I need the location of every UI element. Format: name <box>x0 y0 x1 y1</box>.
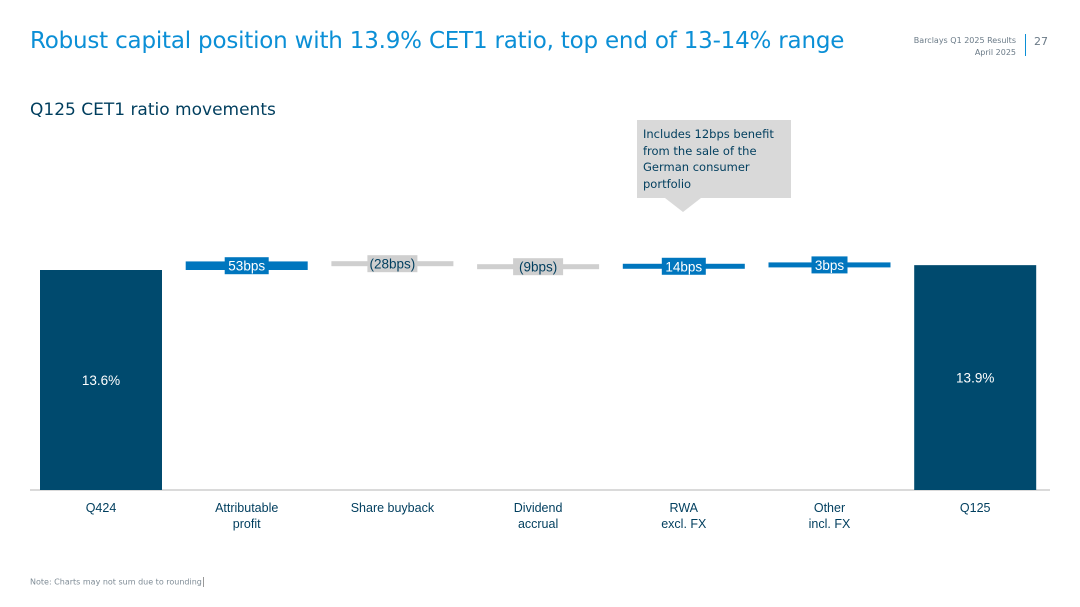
category-label-2: Share buyback <box>351 501 435 515</box>
data-label-6: 13.9% <box>956 371 994 386</box>
data-label-5: 3bps <box>815 258 845 273</box>
bar-label-box-2 <box>367 255 418 273</box>
category-label-1-1: profit <box>233 517 261 531</box>
bar-0 <box>40 270 162 490</box>
page-number: 27 <box>1034 35 1048 48</box>
footnote-divider <box>202 577 204 587</box>
header-divider <box>1025 34 1026 56</box>
bar-label-box-3 <box>513 258 564 276</box>
report-date: April 2025 <box>974 48 1016 57</box>
callout-note: Includes 12bps benefit from the sale of … <box>637 120 791 198</box>
callout-pointer <box>665 198 701 212</box>
data-label-1: 53bps <box>228 259 265 274</box>
category-label-3-0: Dividend <box>514 501 563 515</box>
category-label-5-0: Other <box>814 501 845 515</box>
bar-6 <box>914 265 1037 490</box>
page-title: Robust capital position with 13.9% CET1 … <box>30 28 845 54</box>
bar-label-box-1 <box>224 257 269 275</box>
data-label-0: 13.6% <box>82 373 120 388</box>
category-label-4-1: excl. FX <box>661 517 707 531</box>
category-label-5-1: incl. FX <box>809 517 851 531</box>
category-label-0: Q424 <box>86 501 117 515</box>
data-label-3: (9bps) <box>519 260 557 275</box>
category-label-3-1: accrual <box>518 517 558 531</box>
data-label-4: 14bps <box>665 259 702 274</box>
data-label-2: (28bps) <box>370 257 416 272</box>
footnote: Note: Charts may not sum due to rounding <box>30 577 204 587</box>
category-label-6: Q125 <box>960 501 991 515</box>
category-label-1-0: Attributable <box>215 501 278 515</box>
chart-subtitle: Q125 CET1 ratio movements <box>30 100 276 120</box>
footnote-text: Note: Charts may not sum due to rounding <box>30 577 202 587</box>
bar-label-box-5 <box>811 256 848 274</box>
report-name: Barclays Q1 2025 Results <box>913 36 1016 45</box>
bar-label-box-4 <box>661 257 706 275</box>
report-info: Barclays Q1 2025 Results April 2025 <box>914 35 1016 59</box>
category-label-4-0: RWA <box>670 501 699 515</box>
